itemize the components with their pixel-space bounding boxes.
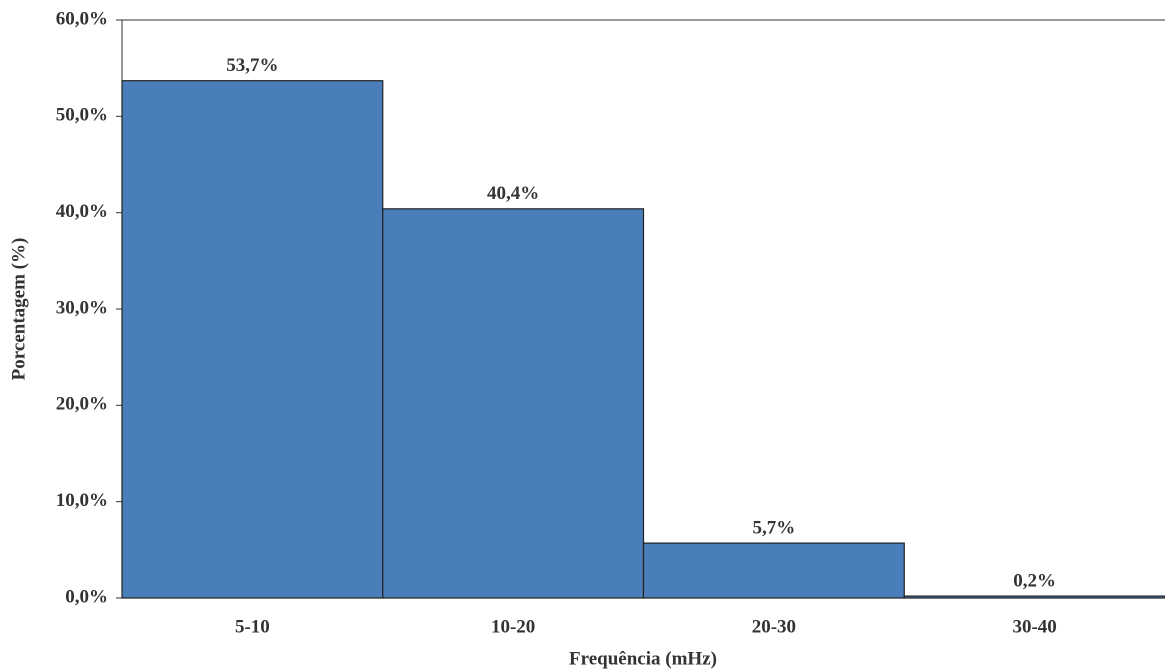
x-axis-label: Frequência (mHz) bbox=[569, 648, 717, 669]
bar bbox=[382, 208, 645, 599]
y-tick-label: 10,0% bbox=[56, 490, 108, 511]
y-axis-label: Porcentagem (%) bbox=[8, 238, 29, 381]
bar bbox=[903, 595, 1165, 599]
y-tick-label: 60,0% bbox=[56, 8, 108, 29]
x-tick-label: 30-40 bbox=[1012, 616, 1056, 637]
x-tick-label: 5-10 bbox=[235, 616, 270, 637]
data-label: 5,7% bbox=[753, 517, 796, 538]
bar bbox=[121, 80, 384, 599]
bar bbox=[642, 542, 905, 599]
x-tick-label: 20-30 bbox=[752, 616, 796, 637]
x-tick-label: 10-20 bbox=[491, 616, 535, 637]
y-tick-label: 20,0% bbox=[56, 394, 108, 415]
y-tick-label: 30,0% bbox=[56, 297, 108, 318]
data-label: 0,2% bbox=[1013, 570, 1056, 591]
y-tick-label: 40,0% bbox=[56, 201, 108, 222]
data-label: 53,7% bbox=[226, 55, 278, 76]
y-tick-label: 50,0% bbox=[56, 105, 108, 126]
y-tick-label: 0,0% bbox=[65, 586, 108, 607]
data-label: 40,4% bbox=[487, 183, 539, 204]
